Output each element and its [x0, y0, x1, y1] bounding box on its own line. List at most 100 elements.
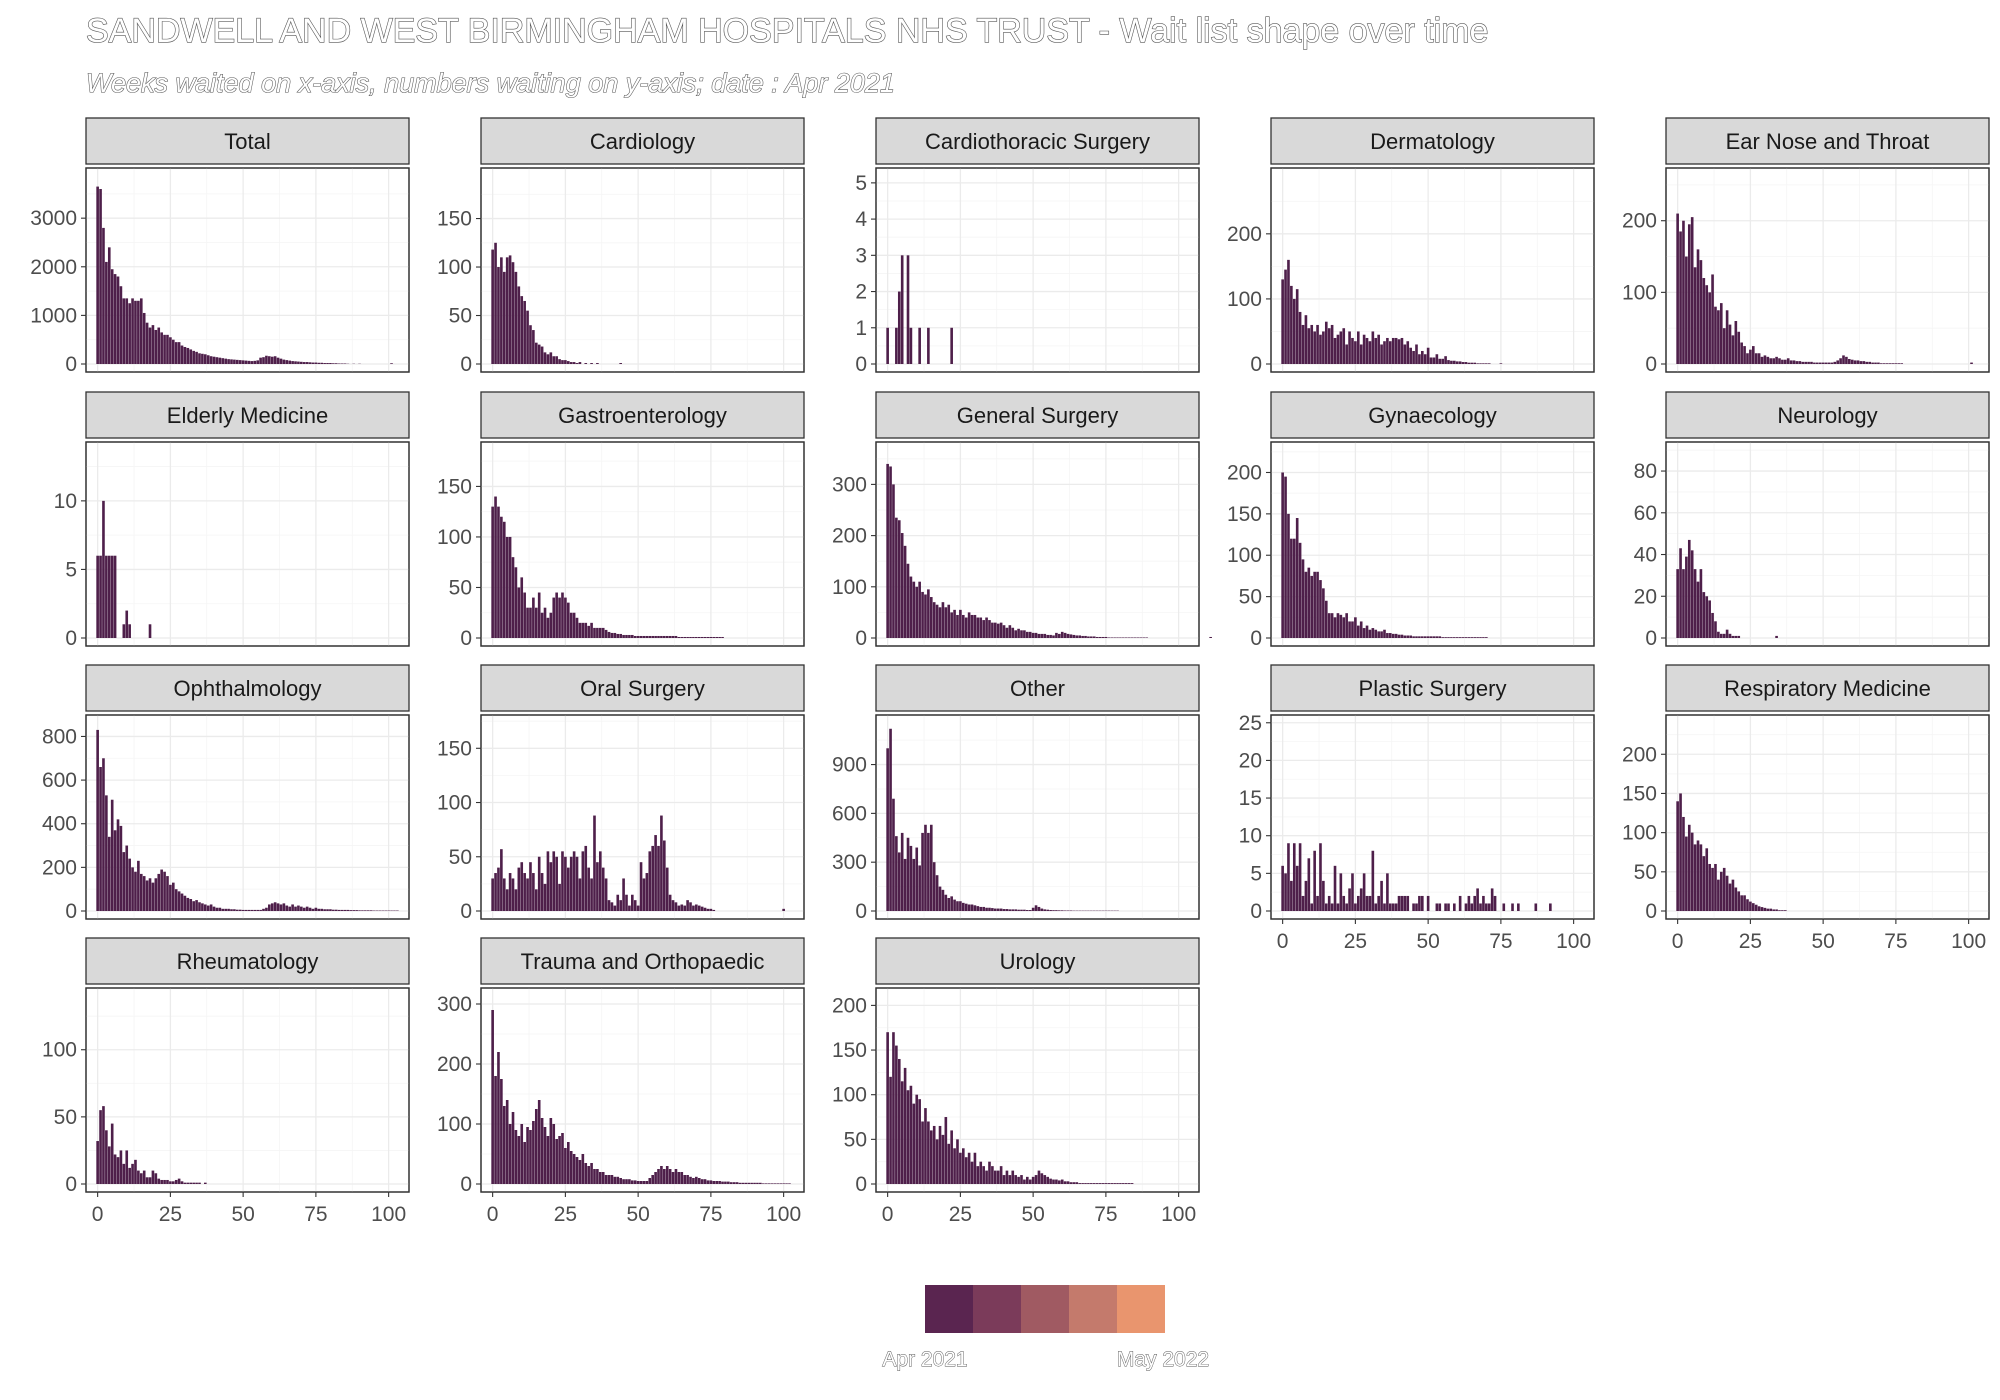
bar-week-14 — [927, 1121, 930, 1184]
bar-week-46 — [1020, 909, 1023, 911]
bar-week-50 — [1426, 347, 1430, 364]
bar-week-66 — [683, 1175, 687, 1184]
bar-week-11 — [1313, 331, 1316, 364]
bar-week-46 — [625, 634, 628, 638]
y-tick-label: 80 — [1634, 460, 1657, 483]
bar-week-39 — [1394, 633, 1398, 638]
bar-week-62 — [1856, 360, 1860, 364]
bar-week-71 — [697, 905, 701, 911]
panel-background — [1270, 167, 1595, 373]
bar-week-26 — [566, 867, 570, 911]
bar-week-53 — [645, 1181, 649, 1184]
bar-week-71 — [1487, 903, 1491, 911]
bar-week-9 — [517, 587, 521, 638]
bar-week-81 — [332, 909, 335, 911]
bar-week-38 — [996, 1170, 1000, 1184]
bar-week-44 — [619, 1178, 622, 1184]
bar-week-66 — [1473, 895, 1477, 911]
gridlines — [481, 168, 804, 372]
bar-week-2 — [1287, 513, 1290, 638]
y-tick-label: 25 — [1239, 712, 1262, 735]
bar-week-7 — [116, 819, 120, 911]
bar-week-87 — [744, 1182, 748, 1184]
bar-week-23 — [163, 334, 166, 364]
bar-week-22 — [160, 332, 163, 364]
bar-week-0 — [1676, 801, 1679, 911]
bar-week-43 — [1406, 635, 1410, 638]
y-tick-label: 50 — [1634, 861, 1657, 884]
bar-week-47 — [1023, 1179, 1026, 1184]
facet-other: Other 0 300 600 900 — [832, 664, 1200, 923]
bar-week-27 — [569, 1151, 573, 1184]
bar-week-56 — [259, 909, 262, 911]
panel-border — [875, 441, 1200, 647]
bar-week-17 — [145, 322, 149, 364]
bar-week-23 — [953, 1148, 956, 1184]
facet-strip — [1270, 391, 1595, 439]
bar-week-1 — [1284, 269, 1287, 364]
bar-week-6 — [903, 1067, 907, 1184]
bar-week-57 — [262, 908, 265, 911]
bar-week-54 — [648, 635, 652, 638]
y-tick-label: 0 — [460, 900, 472, 923]
bar-week-50 — [1031, 907, 1035, 911]
facet-strip-label: Rheumatology — [177, 949, 319, 974]
bar-week-37 — [993, 908, 997, 911]
bar-week-38 — [206, 905, 210, 911]
bar-week-18 — [938, 1125, 942, 1184]
bar-week-56 — [654, 835, 657, 911]
bar-week-9 — [122, 1163, 126, 1184]
bar-week-57 — [262, 357, 265, 364]
bar-week-13 — [1714, 863, 1717, 911]
bar-week-15 — [1324, 321, 1328, 364]
bar-week-57 — [657, 1169, 660, 1184]
bar-week-15 — [139, 1173, 143, 1184]
bar-week-73 — [703, 636, 707, 638]
bar-week-66 — [1868, 361, 1872, 364]
bar-week-23 — [953, 899, 956, 911]
bar-week-38 — [601, 867, 605, 911]
bar-week-31 — [581, 1154, 585, 1184]
bar-week-66 — [288, 360, 292, 364]
bar-week-24 — [1351, 621, 1354, 638]
bar-series — [1676, 539, 1778, 638]
bar-week-38 — [996, 908, 1000, 911]
x-tick-label: 100 — [1951, 930, 1986, 953]
bar-week-74 — [1101, 636, 1105, 638]
bar-week-29 — [1760, 356, 1764, 364]
bar-week-28 — [177, 891, 181, 911]
bar-week-73 — [703, 907, 707, 911]
y-tick-label: 200 — [832, 994, 867, 1017]
bar-week-67 — [686, 900, 689, 911]
y-axis: 0 100 200 — [1622, 210, 1666, 376]
bar-week-43 — [1801, 361, 1805, 364]
bar-week-45 — [1017, 628, 1020, 638]
bar-week-16 — [1327, 328, 1331, 364]
bar-week-18 — [1333, 617, 1337, 638]
bar-week-68 — [1874, 362, 1877, 364]
bar-week-21 — [1737, 891, 1741, 911]
bar-week-7 — [511, 262, 515, 364]
bar-week-5 — [110, 555, 114, 638]
facet-strip-label: Trauma and Orthopaedic — [521, 949, 765, 974]
bar-week-2 — [497, 867, 500, 911]
legend-end-label: May 2022 — [1117, 1348, 1209, 1371]
bar-week-3 — [105, 1130, 108, 1184]
gridlines — [86, 988, 409, 1192]
bar-series — [96, 186, 393, 364]
y-tick-label: 150 — [437, 737, 472, 760]
bar-week-37 — [598, 627, 602, 638]
bar-week-67 — [291, 904, 294, 911]
x-tick-label: 75 — [304, 1203, 327, 1226]
bar-week-11 — [1313, 850, 1316, 911]
facet-strip-label: Dermatology — [1370, 129, 1495, 154]
bar-week-61 — [1853, 360, 1857, 364]
bar-week-9 — [517, 1136, 521, 1184]
bar-week-52 — [1037, 633, 1041, 638]
bar-week-33 — [1772, 909, 1775, 911]
bar-week-11 — [128, 624, 131, 638]
bar-week-22 — [555, 856, 558, 911]
bar-week-63 — [279, 904, 283, 911]
bar-week-40 — [1397, 895, 1401, 911]
